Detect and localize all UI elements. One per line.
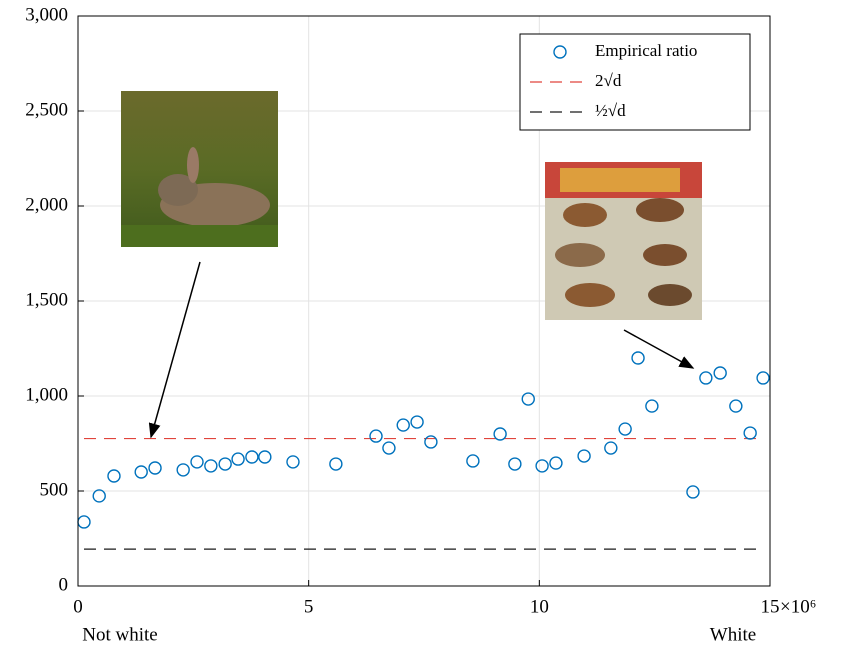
data-point xyxy=(549,456,563,470)
data-point xyxy=(92,489,106,503)
x-tick-label: 0 xyxy=(73,596,83,617)
data-point xyxy=(107,469,121,483)
arrow xyxy=(148,261,201,439)
data-point xyxy=(204,459,218,473)
legend: Empirical ratio 2√d ½√d xyxy=(519,33,751,131)
data-point xyxy=(369,429,383,443)
rabbit-image xyxy=(121,91,278,247)
data-point xyxy=(713,366,727,380)
x-tick-label: 15 xyxy=(761,596,780,617)
data-point xyxy=(699,371,713,385)
data-point xyxy=(521,392,535,406)
y-tick-label: 2,500 xyxy=(25,99,68,120)
data-point xyxy=(176,463,190,477)
legend-marker xyxy=(553,45,567,59)
data-point xyxy=(382,441,396,455)
data-point xyxy=(231,452,245,466)
data-point xyxy=(729,399,743,413)
data-point xyxy=(424,435,438,449)
data-point xyxy=(286,455,300,469)
data-point xyxy=(686,485,700,499)
y-tick-label: 1,500 xyxy=(25,289,68,310)
data-point xyxy=(618,422,632,436)
comic-image xyxy=(545,162,702,320)
data-point xyxy=(645,399,659,413)
x-end-label: White xyxy=(710,624,756,645)
x-tick-label: 10 xyxy=(530,596,549,617)
data-point xyxy=(77,515,91,529)
data-point xyxy=(604,441,618,455)
data-point xyxy=(396,418,410,432)
y-tick-label: 2,000 xyxy=(25,194,68,215)
data-point xyxy=(410,415,424,429)
data-point xyxy=(508,457,522,471)
data-point xyxy=(329,457,343,471)
data-point xyxy=(190,455,204,469)
data-point xyxy=(756,371,770,385)
data-point xyxy=(134,465,148,479)
arrow xyxy=(623,329,695,369)
data-point xyxy=(535,459,549,473)
data-point xyxy=(148,461,162,475)
legend-label: ½√d xyxy=(595,101,626,120)
data-point xyxy=(258,450,272,464)
x-start-label: Not white xyxy=(82,624,157,645)
data-point xyxy=(245,450,259,464)
x-multiplier: ×10⁶ xyxy=(780,596,816,617)
data-point xyxy=(466,454,480,468)
data-point xyxy=(743,426,757,440)
x-tick-label: 5 xyxy=(304,596,314,617)
data-point xyxy=(493,427,507,441)
y-tick-label: 1,000 xyxy=(25,384,68,405)
data-point xyxy=(577,449,591,463)
data-point xyxy=(631,351,645,365)
y-tick-label: 500 xyxy=(40,479,69,500)
legend-label: 2√d xyxy=(595,71,622,90)
legend-label: Empirical ratio xyxy=(595,41,697,60)
data-point xyxy=(218,457,232,471)
y-tick-label: 3,000 xyxy=(25,4,68,25)
y-tick-label: 0 xyxy=(59,574,69,595)
